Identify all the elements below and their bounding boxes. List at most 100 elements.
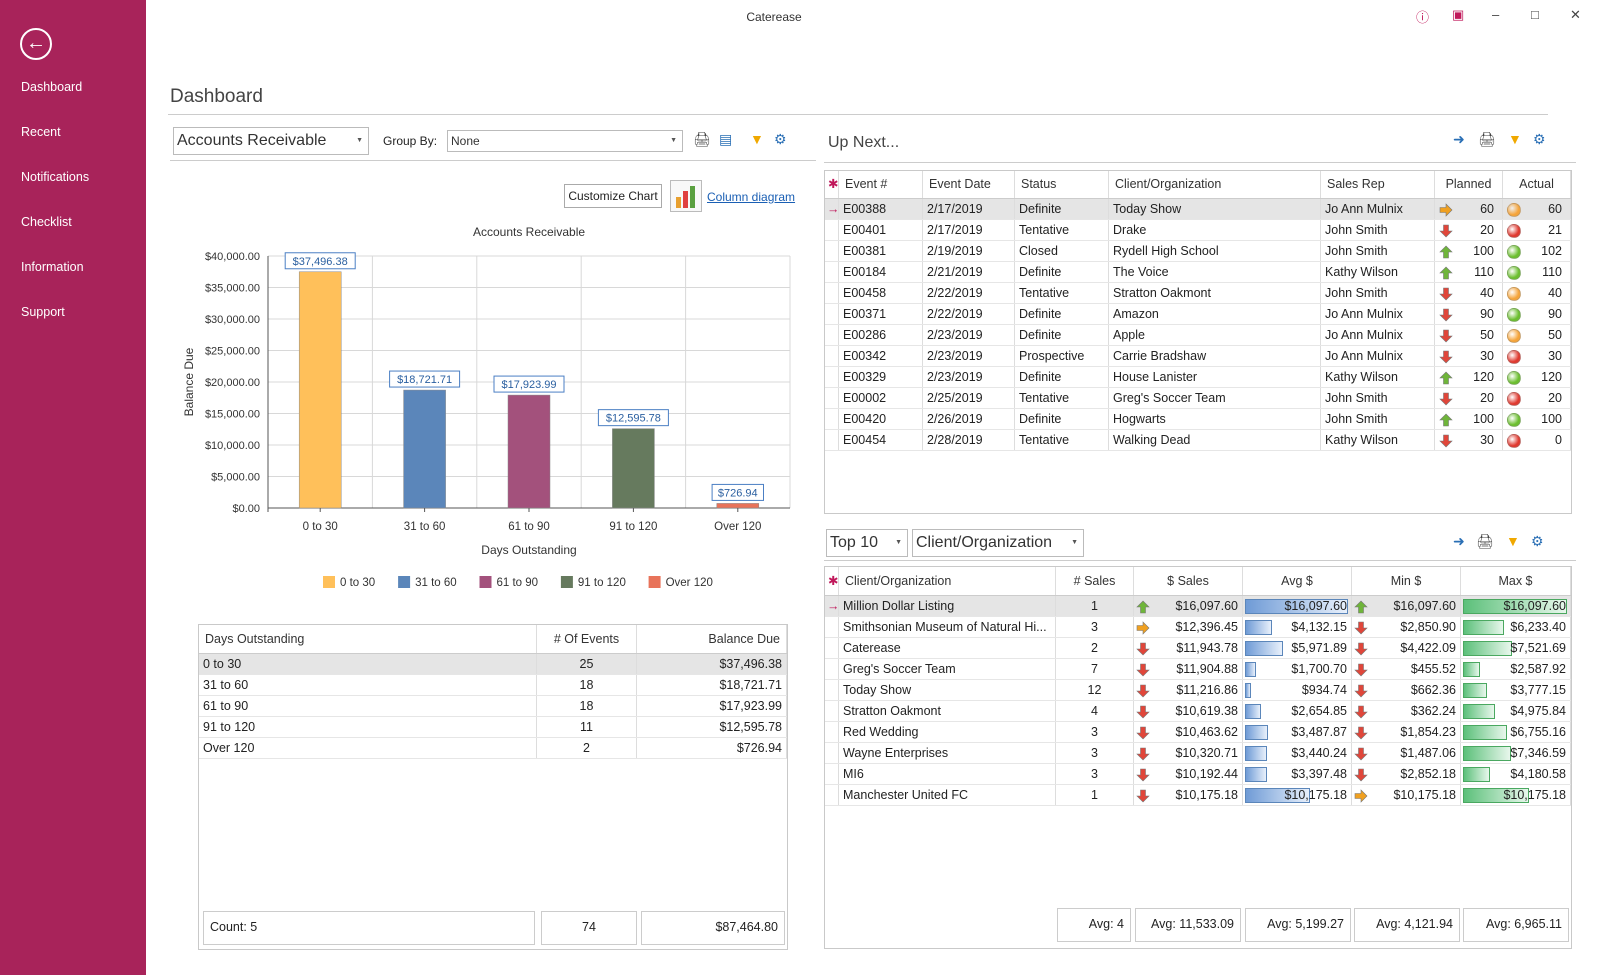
sidebar-item-information[interactable]: Information <box>21 260 84 274</box>
filter-icon[interactable]: ▼ <box>750 131 764 147</box>
cell-sales: $10,320.71 <box>1175 746 1238 760</box>
report-select[interactable]: Accounts Receivable ▼ <box>173 127 369 155</box>
arrow-right-icon[interactable]: ➜ <box>1453 131 1465 147</box>
col-events[interactable]: # Of Events <box>537 625 637 653</box>
sidebar-item-recent[interactable]: Recent <box>21 125 61 139</box>
table-row[interactable]: Manchester United FC 1 $10,175.18 $10,175.1… <box>825 785 1571 806</box>
table-row[interactable]: Greg's Soccer Team 7 $11,904.88 $1,700.70 $4… <box>825 659 1571 680</box>
cell-planned: 110 <box>1474 265 1494 279</box>
chevron-down-icon: ▼ <box>895 539 902 546</box>
cell-num-sales: 1 <box>1056 785 1134 805</box>
table-row[interactable]: Wayne Enterprises 3 $10,320.71 $3,440.24 $1,… <box>825 743 1571 764</box>
table-row[interactable]: E00458 2/22/2019 Tentative Stratton Oakmont… <box>825 283 1571 304</box>
table-row[interactable]: 91 to 120 11 $12,595.78 <box>199 717 787 738</box>
close-icon[interactable]: ✕ <box>1570 7 1581 22</box>
table-row[interactable]: MI6 3 $10,192.44 $3,397.48 $2,852.18 $4,180.5… <box>825 764 1571 785</box>
top-group-select[interactable]: Client/Organization ▼ <box>912 529 1084 557</box>
filter-icon[interactable]: ▼ <box>1508 131 1522 147</box>
arrow-right-icon[interactable]: ➜ <box>1453 533 1465 549</box>
gear-icon[interactable]: ⚙ <box>1531 533 1544 549</box>
cell-planned: 120 <box>1473 370 1494 384</box>
cell-actual: 100 <box>1541 412 1562 426</box>
col-client[interactable]: Client/Organization <box>839 567 1056 595</box>
table-row[interactable]: E00184 2/21/2019 Definite The Voice Kathy Wi… <box>825 262 1571 283</box>
print-icon[interactable]: 🖨 <box>1478 131 1496 147</box>
cell-event-date: 2/25/2019 <box>923 388 1015 408</box>
col-client[interactable]: Client/Organization <box>1109 171 1321 198</box>
col-days-outstanding[interactable]: Days Outstanding <box>199 625 537 653</box>
cell-planned: 50 <box>1480 328 1494 342</box>
col-sales-rep[interactable]: Sales Rep <box>1321 171 1435 198</box>
table-row[interactable]: E00342 2/23/2019 Prospective Carrie Bradsha… <box>825 346 1571 367</box>
table-row[interactable]: E00002 2/25/2019 Tentative Greg's Soccer Te… <box>825 388 1571 409</box>
avg-data-bar <box>1245 767 1267 782</box>
table-row[interactable]: 61 to 90 18 $17,923.99 <box>199 696 787 717</box>
table-row[interactable]: Caterease 2 $11,943.78 $5,971.89 $4,422.09 $7… <box>825 638 1571 659</box>
col-avg[interactable]: Avg $ <box>1243 567 1352 595</box>
top-count-select[interactable]: Top 10 ▼ <box>826 529 908 557</box>
cell-max: $7,521.69 <box>1510 641 1566 655</box>
table-row[interactable]: Smithsonian Museum of Natural Hi... 3 $12,… <box>825 617 1571 638</box>
col-actual[interactable]: Actual <box>1503 171 1571 198</box>
column-chart-icon[interactable] <box>670 180 702 212</box>
cell-num-sales: 1 <box>1056 596 1134 616</box>
table-row[interactable]: → E00388 2/17/2019 Definite Today Show Jo Ann… <box>825 199 1571 220</box>
row-indicator-icon <box>825 785 839 805</box>
col-event-date[interactable]: Event Date <box>923 171 1015 198</box>
cell-event-date: 2/26/2019 <box>923 409 1015 429</box>
table-row[interactable]: E00381 2/19/2019 Closed Rydell High School J… <box>825 241 1571 262</box>
filter-icon[interactable]: ▼ <box>1506 533 1520 549</box>
col-balance-due[interactable]: Balance Due <box>637 625 787 653</box>
table-row[interactable]: 31 to 60 18 $18,721.71 <box>199 675 787 696</box>
maximize-icon[interactable]: □ <box>1531 7 1539 22</box>
right-arrow-icon <box>1136 620 1150 635</box>
avg-data-bar <box>1245 599 1348 614</box>
up-next-title: Up Next... <box>828 134 900 151</box>
col-sales[interactable]: $ Sales <box>1134 567 1243 595</box>
cell-sales: $11,216.86 <box>1176 683 1238 697</box>
table-row[interactable]: E00286 2/23/2019 Definite Apple Jo Ann Mulni… <box>825 325 1571 346</box>
table-row[interactable]: E00454 2/28/2019 Tentative Walking Dead Kath… <box>825 430 1571 451</box>
table-row[interactable]: Red Wedding 3 $10,463.62 $3,487.87 $1,854.23… <box>825 722 1571 743</box>
sidebar-item-support[interactable]: Support <box>21 305 65 319</box>
down-arrow-icon <box>1354 663 1368 677</box>
gear-icon[interactable]: ⚙ <box>1533 131 1546 147</box>
focus-icon[interactable]: ▣ <box>1452 7 1465 22</box>
sidebar-item-checklist[interactable]: Checklist <box>21 215 72 229</box>
legend-swatch <box>560 576 573 588</box>
print-icon[interactable]: 🖨 <box>693 131 711 147</box>
right-arrow-icon <box>1439 202 1453 217</box>
cell-balance: $726.94 <box>637 738 787 758</box>
gear-icon[interactable]: ⚙ <box>774 131 787 147</box>
table-row[interactable]: E00420 2/26/2019 Definite Hogwarts John Smit… <box>825 409 1571 430</box>
table-row[interactable]: Today Show 12 $11,216.86 $934.74 $662.36 $3,7… <box>825 680 1571 701</box>
table-row[interactable]: E00401 2/17/2019 Tentative Drake John Smith 2… <box>825 220 1571 241</box>
table-row[interactable]: E00371 2/22/2019 Definite Amazon Jo Ann Muln… <box>825 304 1571 325</box>
col-min[interactable]: Min $ <box>1352 567 1461 595</box>
cell-client: Amazon <box>1109 304 1321 324</box>
col-max[interactable]: Max $ <box>1461 567 1571 595</box>
up-arrow-icon <box>1136 600 1150 614</box>
column-diagram-link[interactable]: Column diagram <box>707 190 796 204</box>
table-row[interactable]: 0 to 30 25 $37,496.38 <box>199 654 787 675</box>
col-status[interactable]: Status <box>1015 171 1109 198</box>
cell-sales: $12,396.45 <box>1175 620 1238 634</box>
table-row[interactable]: Stratton Oakmont 4 $10,619.38 $2,654.85 $362… <box>825 701 1571 722</box>
help-icon[interactable]: ⓘ <box>1416 10 1430 25</box>
print-icon[interactable]: 🖨 <box>1476 533 1494 549</box>
table-row[interactable]: → Million Dollar Listing 1 $16,097.60 $16,09… <box>825 596 1571 617</box>
col-planned[interactable]: Planned <box>1435 171 1503 198</box>
table-row[interactable]: E00329 2/23/2019 Definite House Lanister Kat… <box>825 367 1571 388</box>
print-preview-icon[interactable]: ▤ <box>719 131 733 147</box>
avg-data-bar <box>1245 788 1310 803</box>
back-arrow-icon[interactable]: ← <box>20 28 52 60</box>
legend-item: 31 to 60 <box>415 577 457 589</box>
group-by-select[interactable]: None ▼ <box>447 130 683 152</box>
customize-chart-button[interactable]: Customize Chart <box>564 184 662 208</box>
sidebar-item-dashboard[interactable]: Dashboard <box>21 80 83 94</box>
table-row[interactable]: Over 120 2 $726.94 <box>199 738 787 759</box>
sidebar-item-notifications[interactable]: Notifications <box>21 170 90 184</box>
col-event-number[interactable]: Event # <box>839 171 923 198</box>
minimize-icon[interactable]: – <box>1492 7 1500 22</box>
col-num-sales[interactable]: # Sales <box>1056 567 1134 595</box>
